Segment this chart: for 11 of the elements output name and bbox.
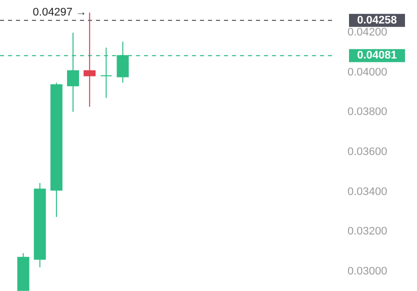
y-tick-label: 0.03200 <box>348 226 388 238</box>
y-tick-label: 0.04000 <box>348 66 388 78</box>
candlestick <box>84 12 96 108</box>
ref-line-label: 0.04258 <box>357 14 397 26</box>
y-tick-label: 0.03000 <box>348 266 388 278</box>
y-tick-label: 0.03400 <box>348 186 388 198</box>
ref-line-label: 0.04081 <box>357 50 397 62</box>
annotation: 0.04297 → <box>32 6 87 19</box>
y-tick-label: 0.03600 <box>348 146 388 158</box>
y-tick-label: 0.03800 <box>348 106 388 118</box>
y-tick-label: 0.04200 <box>348 26 388 38</box>
